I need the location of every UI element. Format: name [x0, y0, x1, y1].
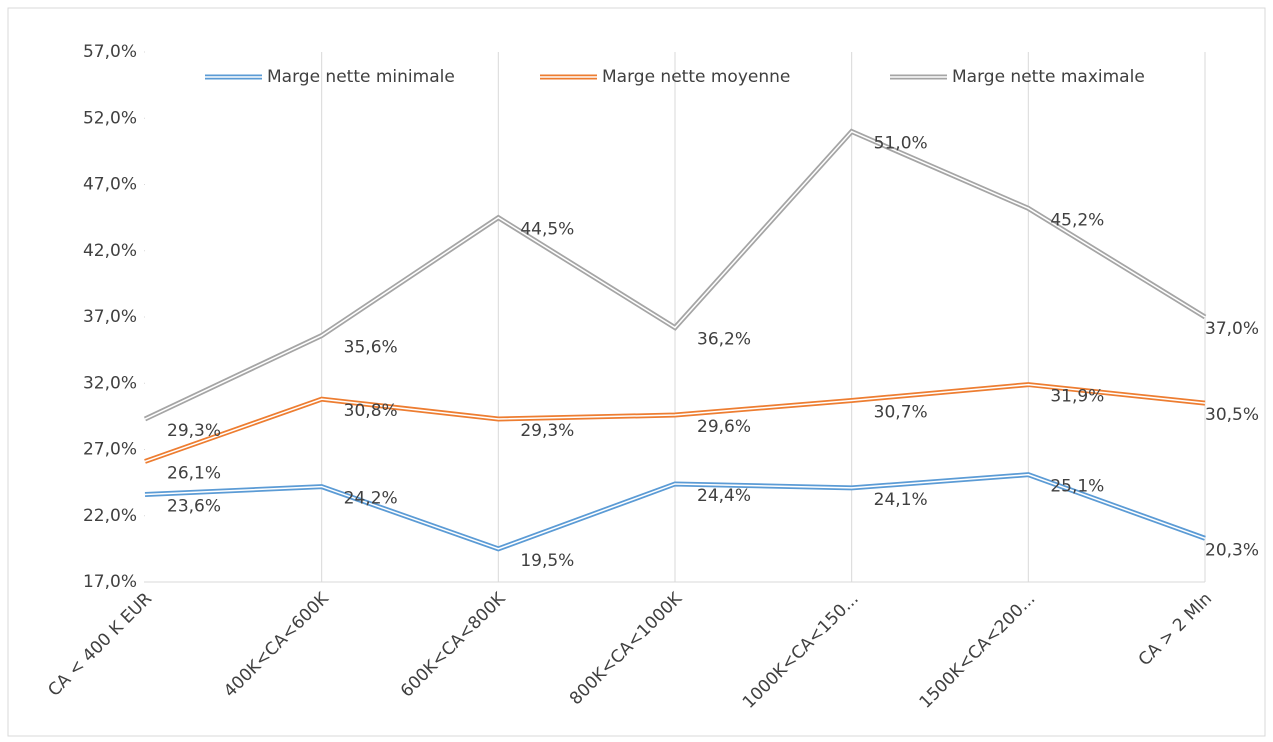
legend-label: Marge nette moyenne — [602, 67, 790, 87]
data-label: 29,3% — [520, 421, 574, 441]
data-label: 31,9% — [1050, 387, 1104, 407]
data-label: 24,2% — [344, 489, 398, 509]
data-label: 19,5% — [520, 551, 574, 571]
data-label: 25,1% — [1050, 477, 1104, 497]
data-label: 36,2% — [697, 330, 751, 350]
y-tick-label: 57,0% — [83, 42, 137, 62]
series-line-inner — [144, 130, 1206, 420]
y-tick-label: 32,0% — [83, 373, 137, 393]
chart-frame — [7, 7, 1266, 737]
data-label: 24,1% — [874, 490, 928, 510]
legend-label: Marge nette minimale — [267, 67, 455, 87]
data-label: 30,7% — [874, 402, 928, 422]
data-label: 30,5% — [1205, 405, 1259, 425]
series-line-inner — [144, 473, 1206, 550]
data-label: 45,2% — [1050, 210, 1104, 230]
data-label: 51,0% — [874, 134, 928, 154]
legend-label: Marge nette maximale — [952, 67, 1145, 87]
y-tick-label: 27,0% — [83, 440, 137, 460]
data-label: 29,3% — [167, 421, 221, 441]
y-tick-label: 22,0% — [83, 506, 137, 526]
data-label: 29,6% — [697, 417, 751, 437]
data-label: 24,4% — [697, 486, 751, 506]
data-label: 37,0% — [1205, 319, 1259, 339]
y-tick-label: 42,0% — [83, 241, 137, 261]
y-tick-label: 37,0% — [83, 307, 137, 327]
data-label: 23,6% — [167, 497, 221, 517]
y-tick-label: 52,0% — [83, 108, 137, 128]
series-line-inner — [144, 383, 1206, 463]
data-label: 20,3% — [1205, 540, 1259, 560]
y-tick-label: 47,0% — [83, 175, 137, 195]
data-label: 35,6% — [344, 338, 398, 358]
data-label: 26,1% — [167, 463, 221, 483]
data-label: 44,5% — [520, 220, 574, 240]
y-tick-label: 17,0% — [83, 572, 137, 592]
data-label: 30,8% — [344, 401, 398, 421]
